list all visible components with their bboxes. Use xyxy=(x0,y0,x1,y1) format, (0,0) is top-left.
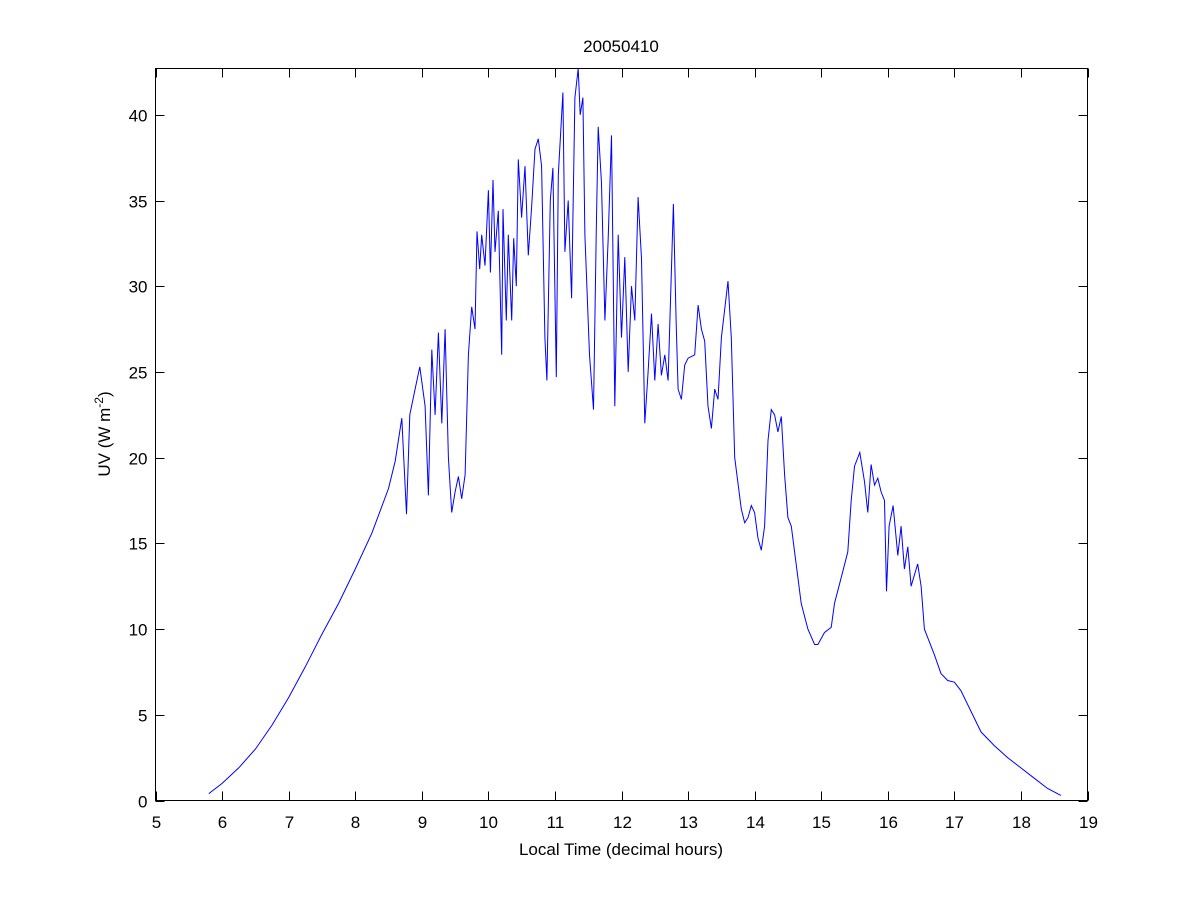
chart-title: 20050410 xyxy=(583,37,659,56)
y-tick-label: 10 xyxy=(129,621,148,640)
x-tick-label: 18 xyxy=(1012,813,1031,832)
y-tick-label: 5 xyxy=(138,707,147,726)
x-tick-label: 15 xyxy=(812,813,831,832)
x-tick-label: 5 xyxy=(152,813,161,832)
plot-area-frame xyxy=(155,68,1088,801)
x-tick-label: 19 xyxy=(1079,813,1098,832)
x-tick-label: 10 xyxy=(479,813,498,832)
y-tick-label: 40 xyxy=(129,107,148,126)
y-tick-label: 35 xyxy=(129,193,148,212)
x-tick-label: 7 xyxy=(285,813,294,832)
x-tick-label: 16 xyxy=(879,813,898,832)
y-axis-label: UV (W m-2) xyxy=(92,391,114,476)
x-tick-label: 9 xyxy=(418,813,427,832)
axis-ticks xyxy=(155,68,1089,802)
tick-labels: 5 6 7 8 9 10 11 12 13 14 15 16 17 18 19051015202530354… xyxy=(129,107,1098,833)
x-tick-label: 6 xyxy=(218,813,227,832)
x-tick-label: 8 xyxy=(351,813,360,832)
y-axis-label-superscript: -2 xyxy=(92,397,106,408)
x-axis-label: Local Time (decimal hours) xyxy=(519,840,723,859)
x-tick-label: 17 xyxy=(945,813,964,832)
y-axis-label-main: UV (W m xyxy=(95,408,114,477)
y-tick-label: 25 xyxy=(129,364,148,383)
y-tick-label: 20 xyxy=(129,450,148,469)
y-tick-label: 15 xyxy=(129,535,148,554)
y-tick-label: 30 xyxy=(129,278,148,297)
y-axis-label-close: ) xyxy=(95,391,114,397)
x-tick-label: 14 xyxy=(746,813,765,832)
x-tick-label: 12 xyxy=(613,813,632,832)
series-line-uv xyxy=(208,68,1062,796)
x-tick-label: 11 xyxy=(547,813,565,832)
x-tick-label: 13 xyxy=(679,813,698,832)
y-tick-label: 0 xyxy=(138,793,147,812)
